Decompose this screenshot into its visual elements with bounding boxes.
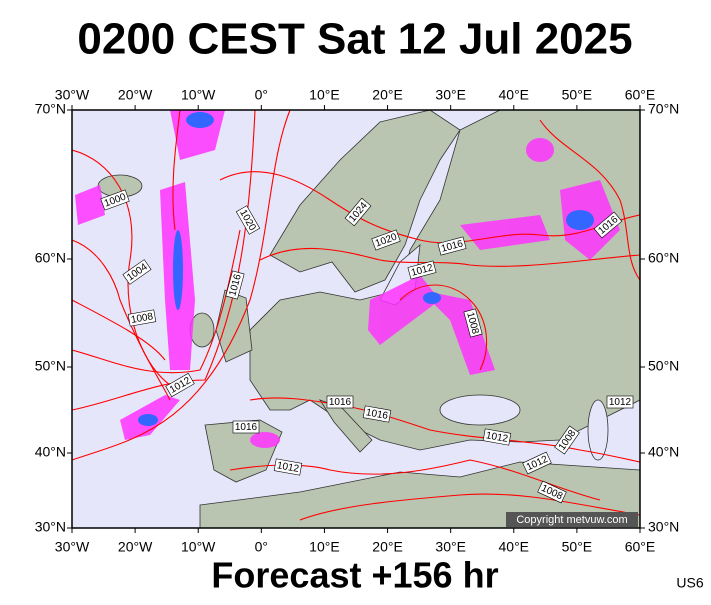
isobar-label-box — [235, 205, 261, 235]
latitude-label: 50°N — [648, 358, 679, 374]
longitude-label: 20°E — [372, 539, 403, 555]
isobar-label: 1016 — [326, 395, 354, 409]
longitude-label: 10°E — [309, 539, 340, 555]
map-area: Copyright metvuw.com — [72, 110, 640, 528]
latitude-label: 30°N — [35, 519, 66, 535]
isobar-label: 1016 — [437, 236, 467, 256]
copyright-box — [506, 512, 638, 527]
longitude-label: 10°E — [309, 87, 340, 103]
isobar-label: 1008 — [463, 308, 483, 338]
isobar-label: 1016 — [362, 405, 392, 423]
isobar-label-box — [371, 229, 401, 251]
isobar-label-box — [537, 480, 567, 504]
isobar-label-text: 1012 — [485, 430, 509, 445]
isobar-label-text: 1016 — [365, 407, 389, 422]
latitude-label: 60°N — [648, 250, 679, 266]
latitude-label: 40°N — [35, 444, 66, 460]
longitude-label: 0° — [255, 87, 268, 103]
longitude-label: 10°W — [181, 539, 216, 555]
latitude-label: 40°N — [648, 444, 679, 460]
latitude-label: 70°N — [648, 101, 679, 117]
isobar-label-text: 1008 — [130, 311, 154, 326]
longitude-label: 60°E — [625, 87, 656, 103]
isobar-label-text: 1016 — [329, 397, 352, 408]
longitude-label: 40°E — [499, 539, 530, 555]
isobar-label-box — [273, 458, 303, 476]
isobar-label: 1008 — [127, 309, 157, 327]
isobar-label-text: 1012 — [609, 397, 632, 408]
isobar-label-box — [554, 425, 580, 455]
isobar-label-box — [463, 308, 483, 338]
isobar-label: 1012 — [606, 395, 634, 409]
isobar-label-box — [344, 197, 372, 227]
latitude-label: 30°N — [648, 519, 679, 535]
isobar-label-box — [326, 395, 354, 409]
isobar-label-text: 1016 — [235, 422, 258, 433]
isobar-label-box — [522, 451, 552, 475]
isobar-label-box — [482, 428, 512, 446]
longitude-label: 30°E — [435, 87, 466, 103]
isobar-label-box — [362, 405, 392, 423]
isobar-label-box — [100, 189, 130, 211]
copyright: Copyright metvuw.com — [516, 514, 627, 526]
longitude-label: 40°E — [499, 87, 530, 103]
isobar-label-box — [225, 270, 245, 300]
longitude-label: 50°E — [562, 87, 593, 103]
longitude-label: 20°W — [118, 87, 153, 103]
map-frame — [71, 109, 641, 529]
longitude-label: 30°W — [55, 87, 90, 103]
isobar-label-text: 1012 — [276, 460, 300, 475]
isobar-label-box — [593, 211, 623, 239]
isobar-label-box — [127, 309, 157, 327]
isobar-label: 1012 — [407, 260, 437, 280]
longitude-label: 20°W — [118, 539, 153, 555]
longitude-label: 30°E — [435, 539, 466, 555]
isobar-label-box — [606, 395, 634, 409]
longitude-label: 60°E — [625, 539, 656, 555]
longitude-label: 20°E — [372, 87, 403, 103]
isobar-label-box — [407, 260, 437, 280]
isobar-label: 1012 — [273, 458, 303, 476]
longitude-label: 10°W — [181, 87, 216, 103]
title: 0200 CEST Sat 12 Jul 2025 — [77, 15, 632, 64]
isobar-label: 1012 — [482, 428, 512, 446]
longitude-label: 50°E — [562, 539, 593, 555]
latitude-label: 70°N — [35, 101, 66, 117]
model-label: US6 — [676, 575, 703, 591]
isobar-label: 1016 — [225, 270, 245, 300]
isobar-label-box — [232, 420, 260, 434]
longitude-label: 30°W — [55, 539, 90, 555]
forecast-label: Forecast +156 hr — [211, 555, 498, 596]
isobar-label: 1016 — [232, 420, 260, 434]
isobar-label-box — [165, 372, 195, 398]
longitude-label: 0° — [255, 539, 268, 555]
latitude-label: 60°N — [35, 250, 66, 266]
latitude-label: 50°N — [35, 358, 66, 374]
isobar-label-box — [437, 236, 467, 256]
heavy-precipitation — [138, 112, 594, 426]
isobar-label-box — [122, 259, 152, 285]
